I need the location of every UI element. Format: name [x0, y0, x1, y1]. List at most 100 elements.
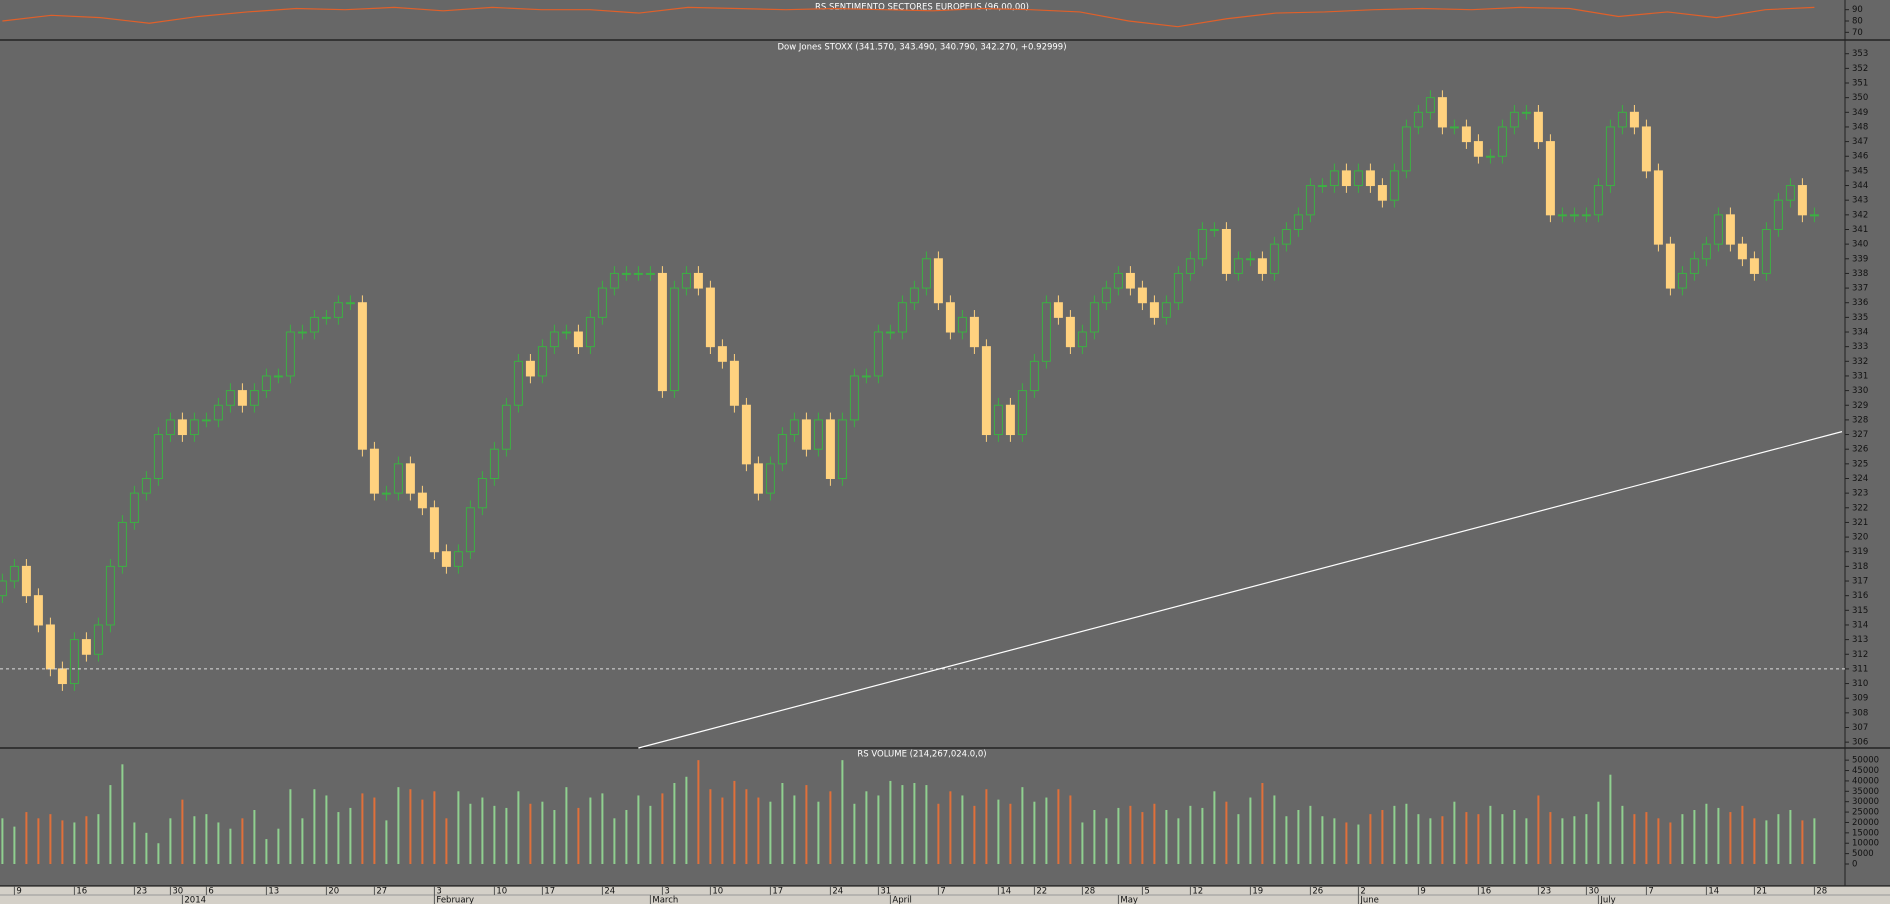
volume-bar: [1189, 805, 1192, 864]
candle-body: [657, 272, 667, 392]
volume-bar: [25, 812, 28, 864]
candle-body: [753, 463, 763, 494]
candle-body: [1557, 214, 1567, 217]
candle-body: [873, 331, 883, 377]
volume-bar: [1225, 801, 1228, 864]
volume-bar: [805, 785, 808, 864]
x-tick-label: 19: [1252, 887, 1263, 897]
y-tick-label: 324: [1852, 474, 1868, 484]
volume-bar: [121, 764, 124, 864]
volume-bar: [97, 814, 100, 864]
panel-title: RS SENTIMENTO SECTORES EUROPEUS (96,00,0…: [815, 3, 1029, 13]
candle-body: [1497, 126, 1507, 157]
x-tick-label: 23: [136, 887, 147, 897]
candle-body: [1101, 287, 1111, 304]
volume-bar: [37, 818, 40, 864]
x-tick-label: 26: [1312, 887, 1323, 897]
volume-bar: [1477, 814, 1480, 864]
y-tick-label: 352: [1852, 64, 1868, 74]
volume-bar: [1321, 816, 1324, 864]
y-tick-label: 330: [1852, 386, 1868, 396]
x-tick-label: 13: [268, 887, 279, 897]
candle-body: [1329, 170, 1339, 187]
volume-bar: [1741, 805, 1744, 864]
candle-body: [1797, 185, 1807, 216]
y-tick-label: 322: [1852, 503, 1868, 513]
volume-bar: [913, 783, 916, 864]
x-tick-label: 23: [1540, 887, 1551, 897]
volume-bar: [589, 797, 592, 864]
volume-bar: [1489, 805, 1492, 864]
candle-body: [333, 302, 343, 318]
y-tick-label: 315: [1852, 606, 1868, 616]
volume-bar: [1501, 814, 1504, 864]
y-tick-label: 40000: [1852, 776, 1879, 786]
volume-bar: [1261, 783, 1264, 864]
candle-body: [57, 668, 67, 685]
candle-body: [1221, 228, 1231, 274]
volume-bar: [1705, 803, 1708, 864]
candle-body: [513, 360, 523, 406]
x-tick-label: 17: [772, 887, 783, 897]
volume-bar: [1045, 797, 1048, 864]
volume-bar: [1453, 801, 1456, 864]
y-tick-label: 350: [1852, 93, 1868, 103]
candle-body: [1545, 141, 1555, 216]
volume-bar: [649, 805, 652, 864]
y-tick-label: 327: [1852, 430, 1868, 440]
candle-body: [1749, 258, 1759, 274]
candle-body: [1425, 97, 1435, 113]
candle-body: [729, 360, 739, 406]
volume-bar: [133, 822, 136, 864]
candle-body: [957, 316, 967, 333]
candle-body: [1689, 258, 1699, 274]
candle-body: [1389, 170, 1399, 201]
x-tick-label: 14: [1000, 887, 1011, 897]
y-tick-label: 332: [1852, 357, 1868, 367]
volume-bar: [1537, 795, 1540, 864]
candle-body: [225, 390, 235, 406]
volume-bar: [1309, 805, 1312, 864]
candle-body: [1065, 316, 1075, 348]
volume-bar: [145, 832, 148, 864]
candle-body: [681, 272, 691, 289]
candle-body: [1017, 390, 1027, 436]
y-tick-label: 343: [1852, 196, 1868, 206]
candle-body: [1521, 111, 1531, 114]
volume-bar: [1621, 805, 1624, 864]
volume-bar: [1297, 810, 1300, 864]
y-tick-label: 307: [1852, 723, 1868, 733]
volume-bar: [733, 780, 736, 864]
candle-body: [189, 419, 199, 436]
volume-bar: [1381, 810, 1384, 864]
volume-bar: [325, 795, 328, 864]
y-tick-label: 328: [1852, 415, 1868, 425]
volume-bar: [109, 785, 112, 864]
candle-body: [273, 375, 283, 378]
candle-body: [1305, 185, 1315, 216]
y-tick-label: 90: [1852, 5, 1863, 15]
candle-body: [1605, 126, 1615, 187]
candle-body: [309, 316, 319, 333]
month-label: July: [1599, 896, 1615, 904]
candle-body: [1257, 258, 1267, 274]
candle-body: [1269, 243, 1279, 274]
x-tick-label: 24: [832, 887, 843, 897]
candle-body: [1761, 228, 1771, 274]
y-tick-label: 320: [1852, 533, 1868, 543]
volume-bar: [985, 789, 988, 864]
candle-body: [861, 375, 871, 378]
candle-body: [1401, 126, 1411, 172]
volume-bar: [1093, 810, 1096, 864]
volume-bar: [229, 828, 232, 864]
y-tick-label: 349: [1852, 108, 1868, 118]
candle-body: [117, 521, 127, 567]
candle-body: [1665, 243, 1675, 289]
volume-bar: [637, 795, 640, 864]
candle-body: [885, 331, 895, 334]
candle-body: [969, 316, 979, 348]
y-tick-label: 345: [1852, 166, 1868, 176]
y-tick-label: 325: [1852, 459, 1868, 469]
y-tick-label: 45000: [1852, 766, 1879, 776]
